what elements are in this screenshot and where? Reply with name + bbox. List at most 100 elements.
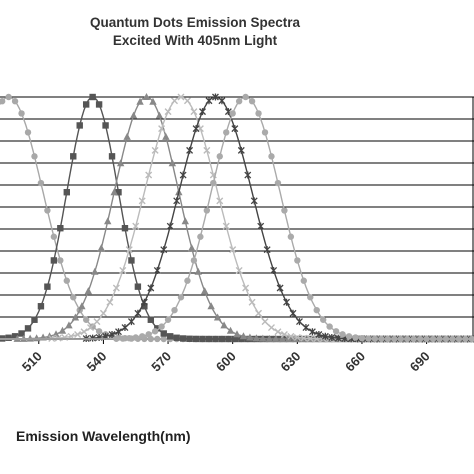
data-point-s4 [93,318,101,326]
data-point-s6 [287,233,295,240]
data-point-s6 [184,277,191,284]
data-point-s6 [223,129,230,136]
data-point-s6 [345,333,353,340]
data-point-s3 [26,334,34,342]
data-point-s4 [112,284,120,292]
data-point-s1 [18,110,25,117]
data-point-s5 [237,146,245,154]
data-point-s5 [257,222,265,230]
data-point-s2 [50,257,58,264]
data-point-s2 [115,189,122,196]
x-tick-label: 630 [277,349,303,375]
data-point-s2 [31,316,38,323]
data-point-s4 [158,125,166,133]
data-point-s4 [132,222,140,230]
data-point-s4 [99,309,107,317]
data-point-s4 [306,335,314,343]
data-point-s5 [250,197,258,205]
data-point-s6 [177,294,185,301]
data-point-s2 [57,225,64,232]
data-point-s3 [188,244,196,252]
x-tick-label: 600 [213,349,239,375]
data-point-s4 [171,97,179,105]
data-point-s3 [136,97,144,105]
data-point-s2 [5,334,12,341]
data-point-s3 [110,188,118,196]
data-point-s3 [272,334,280,342]
data-point-s4 [261,318,269,326]
data-point-s4 [138,197,146,205]
data-point-s6 [268,153,275,160]
data-point-s6 [397,335,404,343]
data-point-s3 [213,313,222,321]
data-point-s4 [125,246,133,254]
data-point-s5 [308,328,316,336]
data-point-s6 [190,257,198,264]
data-point-s3 [233,330,241,338]
data-point-s2 [179,335,187,342]
data-point-s5 [147,284,155,292]
chart-title-line1: Quantum Dots Emission Spectra [89,15,301,30]
data-point-s5 [231,125,239,133]
data-point-s4 [287,332,295,340]
data-point-s5 [140,298,148,306]
data-point-s5 [302,324,310,332]
data-point-s6 [313,306,320,314]
data-point-s1 [0,98,6,105]
data-point-s5 [315,331,323,339]
data-point-s6 [429,335,437,343]
data-point-s3 [168,159,177,167]
data-point-s5 [173,197,181,205]
data-point-s1 [5,93,12,101]
data-point-s6 [410,335,417,343]
data-point-s4 [190,108,198,116]
x-tick-label: 690 [407,349,433,375]
data-point-s2 [11,333,19,340]
data-point-s6 [216,153,223,160]
data-point-s6 [281,207,288,214]
data-point-s5 [108,331,116,339]
data-point-s4 [255,309,263,317]
data-point-s4 [119,266,127,274]
data-point-s5 [321,332,329,340]
data-point-s6 [229,110,236,117]
data-point-s6 [449,335,456,343]
data-point-s1 [50,233,58,240]
data-point-s2 [76,122,83,129]
data-point-s4 [293,333,301,341]
data-point-s6 [255,110,262,117]
data-point-s3 [84,287,93,295]
data-point-s2 [154,325,161,332]
x-tick-label: 570 [148,349,174,375]
data-point-s2 [82,101,90,108]
data-point-s2 [167,333,174,340]
data-point-s6 [158,323,165,330]
data-point-s4 [235,266,243,274]
data-point-s5 [205,97,213,105]
data-point-s6 [416,335,424,343]
data-point-s6 [436,335,443,343]
data-point-s4 [164,108,172,116]
data-point-s3 [246,333,254,341]
data-point-s4 [280,331,288,339]
data-point-s2 [63,189,70,196]
data-point-s6 [319,316,327,323]
data-point-s4 [74,331,82,339]
data-point-s5 [276,284,284,292]
data-point-s4 [203,146,211,154]
data-point-s2 [95,101,103,108]
data-point-s2 [108,153,116,160]
data-point-s6 [455,335,463,343]
data-point-s3 [291,334,299,342]
data-point-s5 [160,246,168,254]
data-point-s2 [141,303,148,310]
data-point-s1 [95,328,103,335]
data-point-s3 [155,111,164,119]
data-point-s3 [278,334,286,342]
data-point-s2 [102,122,109,129]
data-point-s4 [229,246,237,254]
data-point-s4 [274,328,282,336]
data-point-s6 [274,179,282,187]
data-point-s4 [151,146,159,154]
